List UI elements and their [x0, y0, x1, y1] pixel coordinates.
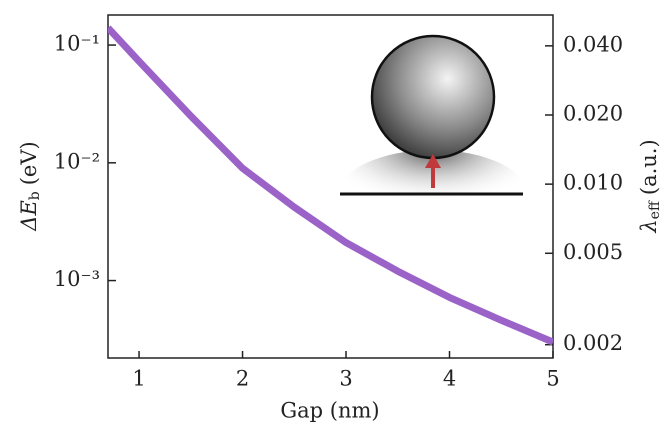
plot-frame [107, 14, 554, 359]
y-tick-label: 10⁻³ [54, 267, 100, 291]
y2-label-unit: (a.u.) [637, 139, 661, 195]
sphere [370, 34, 496, 160]
x-tick-label: 4 [443, 367, 456, 391]
y-axis-label: ΔEb (eV) [17, 141, 44, 231]
y-tick-label: 10⁻² [54, 149, 100, 173]
y2-tick-label: 0.002 [563, 331, 623, 355]
y-tick-label: 10⁻¹ [54, 32, 100, 56]
y2-label-sub: eff [647, 200, 663, 219]
y2-tick-label: 0.010 [563, 171, 623, 195]
y-label-main: ΔE [17, 200, 41, 232]
y2-tick-label: 0.005 [563, 240, 623, 264]
arrow-head [425, 154, 441, 168]
x-tick-label: 2 [236, 367, 249, 391]
y-label-sub: b [27, 191, 43, 200]
x-axis-label: Gap (nm) [280, 399, 379, 423]
y2-label-main: λ [637, 219, 661, 233]
data-line [108, 25, 553, 346]
x-tick-label: 1 [132, 367, 145, 391]
x-tick-label: 3 [339, 367, 352, 391]
y2-tick-label: 0.040 [563, 32, 623, 56]
y2-axis-label: λeff (a.u.) [637, 139, 664, 233]
y2-tick-label: 0.020 [563, 101, 623, 125]
x-tick-label: 5 [546, 367, 559, 391]
y-label-unit: (eV) [17, 141, 41, 185]
inset-illustration [338, 34, 528, 240]
